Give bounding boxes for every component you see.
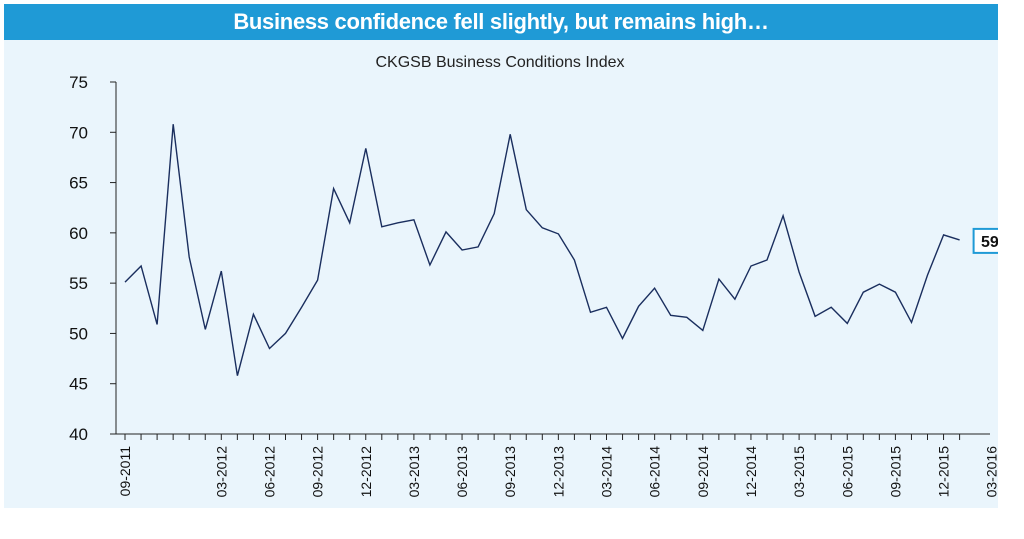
line-chart: CKGSB Business Conditions Index 40 45 50 55… — [69, 54, 998, 498]
x-tick-label: 12-2012 — [358, 446, 374, 498]
x-tick-label: 06-2013 — [454, 446, 470, 498]
x-tick-label: 09-2011 — [117, 446, 133, 497]
y-tick-label: 40 — [69, 425, 88, 444]
x-tick-label: 12-2014 — [743, 446, 759, 498]
x-tick-label: 06-2015 — [839, 446, 855, 498]
annotation-label: 59.3 — [981, 234, 998, 251]
last-value-annotation: 59.3 — [972, 227, 998, 254]
x-tick-label: 03-2016 — [984, 446, 998, 498]
x-tick-label: 03-2014 — [599, 446, 615, 498]
x-tick-label: 09-2015 — [887, 446, 903, 498]
x-tick-label: 12-2013 — [550, 446, 566, 498]
y-tick-label: 70 — [69, 123, 88, 142]
y-tick-label: 60 — [69, 224, 88, 243]
x-axis: 09-2011 03-2012 06-2012 09-2012 12-2012 03-20… — [116, 433, 998, 498]
x-tick-label: 09-2014 — [695, 446, 711, 498]
y-tick-label: 45 — [69, 375, 88, 394]
y-axis: 40 45 50 55 60 65 70 75 — [69, 73, 117, 444]
x-tick-label: 12-2015 — [936, 446, 952, 498]
x-tick-label: 03-2013 — [406, 446, 422, 498]
x-tick-label: 06-2012 — [261, 446, 277, 498]
y-tick-label: 50 — [69, 324, 88, 343]
x-tick-label: 03-2012 — [213, 446, 229, 498]
y-tick-label: 55 — [69, 274, 88, 293]
x-tick-label: 03-2015 — [791, 446, 807, 498]
chart-title: CKGSB Business Conditions Index — [375, 54, 624, 71]
x-tick-label: 06-2014 — [647, 446, 663, 498]
banner-title: Business confidence fell slightly, but r… — [4, 4, 998, 40]
x-tick-label: 09-2012 — [310, 446, 326, 498]
series-layer — [124, 124, 960, 376]
x-tick-label: 09-2013 — [502, 446, 518, 498]
y-tick-label: 75 — [69, 73, 88, 92]
y-tick-label: 65 — [69, 174, 88, 193]
chart-panel: CKGSB Business Conditions Index 40 45 50 55… — [4, 40, 998, 508]
series-line — [124, 124, 960, 376]
annotation-box — [972, 227, 998, 254]
